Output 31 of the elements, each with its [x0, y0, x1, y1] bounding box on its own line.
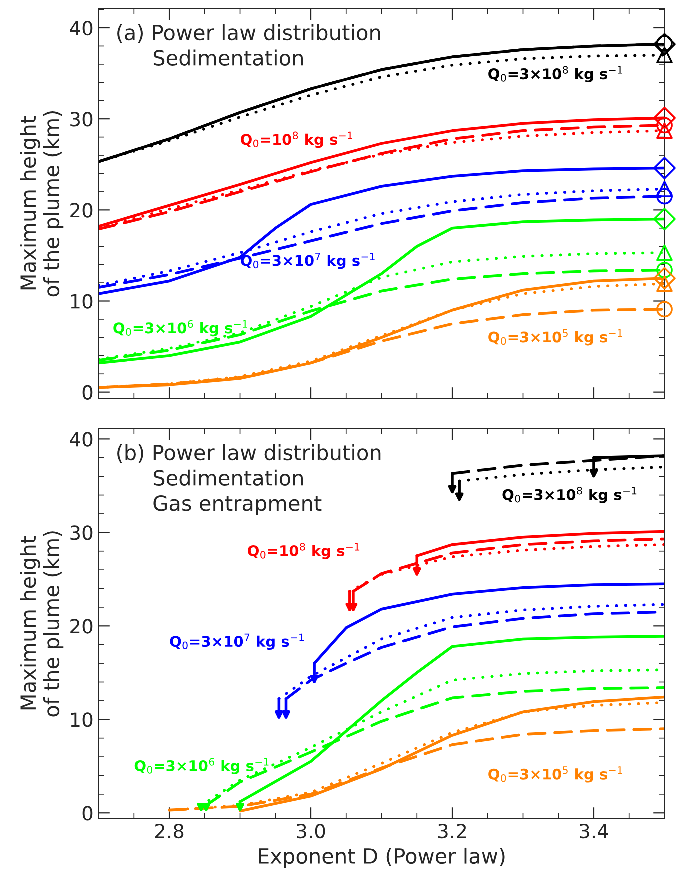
- series-label: Q$_{0}$=3×10$^{5}$ kg s$^{−1}$: [488, 330, 622, 346]
- series-label: Q$_{0}$=3×10$^{8}$ kg s$^{−1}$: [488, 66, 622, 83]
- annotation: (a) Power law distribution: [118, 24, 380, 44]
- y-axis-title: Maximum height of the plume (km): [20, 112, 64, 297]
- annotation: Sedimentation: [154, 470, 303, 486]
- y-axis-title: Maximum height of the plume (km): [20, 532, 64, 717]
- series-label: Q$_{0}$=10$^{8}$ kg s$^{−1}$: [241, 132, 352, 148]
- series-label: Q$_{0}$=3×10$^{6}$ kg s$^{−1}$: [134, 758, 269, 774]
- y-tick-label: 0: [82, 806, 93, 821]
- y-tick-label: 0: [82, 385, 93, 400]
- y-tick-label: 10: [71, 294, 93, 309]
- text: Q$_{0}$=3×10$^{5}$ kg s$^{−1}$: [488, 766, 622, 783]
- annotation: (b) Power law distribution: [118, 444, 381, 464]
- y-tick-label: 30: [70, 526, 93, 540]
- annotation: Sedimentation: [154, 50, 303, 66]
- x-tick-label: 3.4: [580, 824, 608, 839]
- series-label: Q$_{0}$=3×10$^{7}$ kg s$^{−1}$: [170, 634, 304, 650]
- y-tick-label: 40: [70, 20, 93, 36]
- y-tick-label: 20: [70, 203, 93, 218]
- y-tick-label: 20: [70, 619, 93, 634]
- text: Q$_{0}$=10$^{8}$ kg s$^{−1}$: [248, 543, 360, 560]
- x-tick-label: 3.2: [438, 824, 466, 839]
- y-tick-label: 40: [70, 432, 93, 447]
- series-label: Q$_{0}$=3×10$^{6}$ kg s$^{−1}$: [114, 320, 248, 337]
- y-tick-label: 30: [70, 112, 93, 127]
- x-axis-title: Exponent D (Power law): [259, 848, 505, 868]
- series-label: Q$_{0}$=3×10$^{8}$ kg s$^{−1}$: [502, 487, 637, 504]
- y-tick-label: 10: [71, 712, 93, 728]
- annotation: Gas entrapment: [154, 496, 322, 516]
- x-tick-label: 2.8: [155, 824, 184, 839]
- x-tick-label: 3.0: [297, 824, 326, 839]
